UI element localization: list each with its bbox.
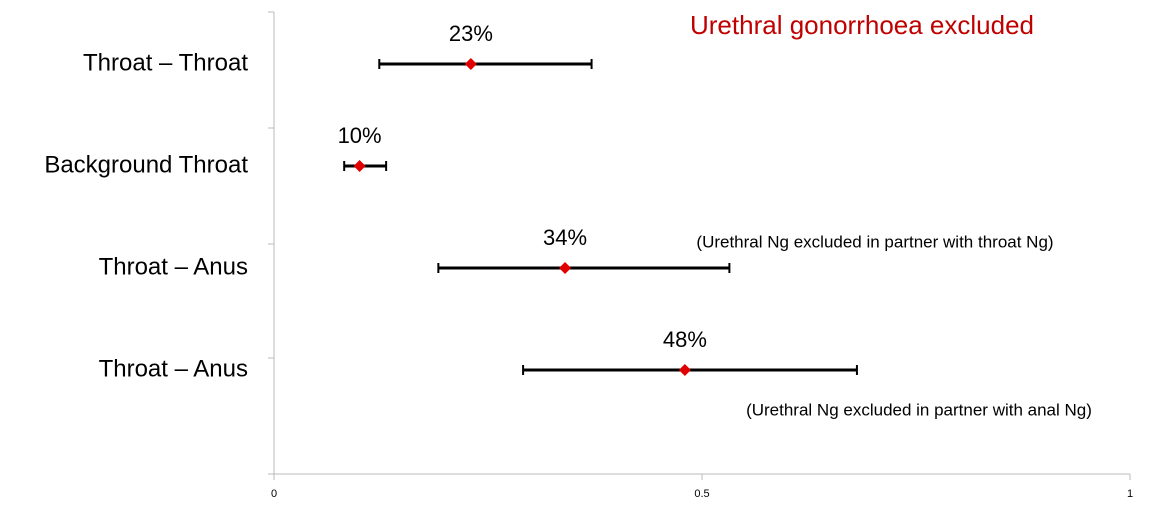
data-label: 10% [338,123,382,148]
x-tick-label: 0.5 [694,488,709,500]
annotation: (Urethral Ng excluded in partner with an… [746,400,1092,419]
category-label: Throat – Throat [83,49,248,76]
point-marker [353,160,366,172]
data-label: 34% [543,225,587,250]
category-label: Throat – Anus [99,253,248,280]
point-marker [559,262,572,274]
category-label: Background Throat [44,151,248,178]
point-marker [678,364,691,376]
x-tick-label: 1 [1127,488,1133,500]
data-label: 23% [449,21,493,46]
annotation: (Urethral Ng excluded in partner with th… [696,232,1053,251]
category-label: Throat – Anus [99,355,248,382]
point-marker [464,58,477,70]
x-tick-label: 0 [271,488,277,500]
chart-title: Urethral gonorrhoea excluded [690,10,1034,40]
data-label: 48% [663,327,707,352]
